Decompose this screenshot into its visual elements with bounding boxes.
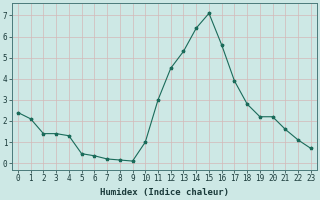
X-axis label: Humidex (Indice chaleur): Humidex (Indice chaleur) bbox=[100, 188, 229, 197]
